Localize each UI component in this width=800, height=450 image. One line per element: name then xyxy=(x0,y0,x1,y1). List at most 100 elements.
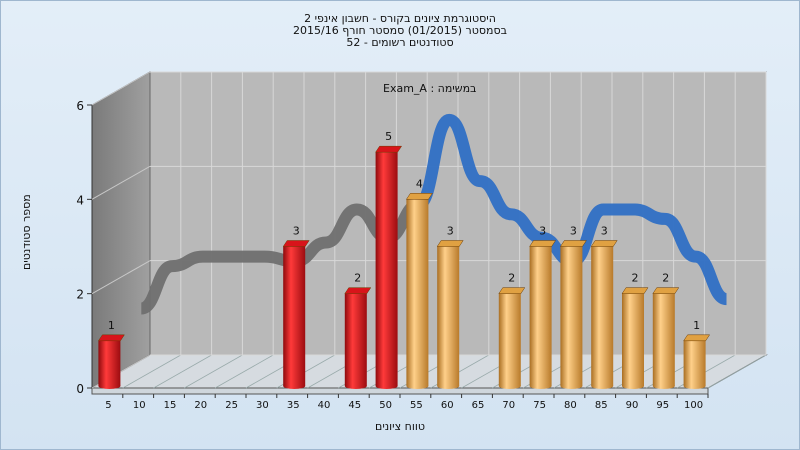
bar-top xyxy=(559,240,587,247)
bar-value-label: 3 xyxy=(570,225,577,238)
bar-top xyxy=(97,334,125,342)
floor-line xyxy=(122,354,181,389)
chart-title-line1: היסטוגרמת ציונים בקורס - חשבון אינפי 2 xyxy=(304,12,496,25)
bar-base xyxy=(498,383,521,389)
bar-top xyxy=(405,193,433,200)
bar-body xyxy=(498,293,521,386)
grid-line-side xyxy=(91,165,151,200)
y-tick-label: 0 xyxy=(76,382,84,396)
x-tick-label: 50 xyxy=(379,400,392,411)
x-tick-label: 90 xyxy=(626,400,639,411)
bar-top xyxy=(436,240,464,247)
x-tick-label: 70 xyxy=(502,400,515,411)
bar-top xyxy=(344,287,372,294)
floor-line xyxy=(215,354,274,389)
bar-value-label: 2 xyxy=(508,272,515,285)
x-tick-label: 25 xyxy=(225,400,238,411)
bar-body xyxy=(529,246,552,386)
x-tick-label: 75 xyxy=(533,400,546,411)
y-tick-label: 6 xyxy=(76,99,84,113)
bar-value-label: 4 xyxy=(416,177,423,190)
x-axis-label: טווח ציונים xyxy=(375,420,425,433)
chart-title-line3: סטודנטים רשומים - 52 xyxy=(346,36,454,49)
bar-base xyxy=(437,383,460,389)
bar-base xyxy=(683,383,706,389)
bar-base xyxy=(591,383,614,389)
x-tick-label: 100 xyxy=(684,400,703,411)
bar xyxy=(652,287,680,389)
bar-base xyxy=(406,383,429,389)
bar-base xyxy=(283,383,306,389)
bar xyxy=(683,334,711,389)
x-tick-label: 85 xyxy=(595,400,608,411)
bar-top xyxy=(529,240,557,247)
bar-base xyxy=(375,383,398,389)
bar-top xyxy=(652,287,680,294)
chart-title-line2: בסמסטר (01/2015) סמסטר חורף 2015/16 xyxy=(293,24,507,37)
bar-base xyxy=(529,383,552,389)
bar xyxy=(97,334,125,389)
bar-body xyxy=(560,246,583,386)
bar xyxy=(405,193,433,389)
y-tick-label: 2 xyxy=(76,288,84,302)
bar-body xyxy=(283,246,306,386)
x-tick-label: 10 xyxy=(133,400,146,411)
y-tick-label: 4 xyxy=(76,193,84,207)
x-tick-label: 60 xyxy=(441,400,454,411)
bar-body xyxy=(591,246,614,386)
bar-value-label: 2 xyxy=(354,272,361,285)
floor-line xyxy=(184,354,243,389)
y-axis-label: מספר סטודנטים xyxy=(20,194,33,270)
bar xyxy=(344,287,372,389)
bar-top xyxy=(683,334,711,342)
floor-line xyxy=(153,354,212,389)
bar-body xyxy=(406,199,429,386)
bar-value-label: 3 xyxy=(601,225,608,238)
x-tick-label: 30 xyxy=(256,400,269,411)
bar-top xyxy=(621,287,649,294)
bar-base xyxy=(622,383,644,389)
x-tick-label: 95 xyxy=(656,400,669,411)
x-tick-label: 45 xyxy=(348,400,361,411)
grid-line-side xyxy=(91,71,151,106)
bar xyxy=(559,240,587,389)
bar-body xyxy=(344,293,367,386)
bar xyxy=(282,240,310,389)
bar-body xyxy=(683,340,706,386)
x-tick-label: 80 xyxy=(564,400,577,411)
x-tick-label: 5 xyxy=(105,400,111,411)
bar-top xyxy=(282,240,310,247)
x-tick-label: 15 xyxy=(164,400,177,411)
chart-subtitle: במשימה : Exam_A xyxy=(383,82,477,95)
bar-body xyxy=(652,293,675,386)
bar-value-label: 2 xyxy=(662,272,669,285)
bar-top xyxy=(498,287,526,294)
value-labels: 1 3 2 5 4 3 2 3 3 3 2 2 1 xyxy=(108,130,700,332)
bar-base xyxy=(652,383,675,389)
x-tick-label: 35 xyxy=(287,400,300,411)
bar-body xyxy=(98,340,121,386)
bar-body xyxy=(622,293,644,386)
floor-line xyxy=(707,354,767,389)
bar-base xyxy=(344,383,367,389)
x-tick-label: 40 xyxy=(318,400,331,411)
bar-value-label: 3 xyxy=(539,225,546,238)
bar-top xyxy=(375,145,403,153)
bar xyxy=(375,145,403,389)
x-tick-label: 65 xyxy=(472,400,485,411)
x-tick-label: 20 xyxy=(194,400,207,411)
bar-body xyxy=(437,246,460,386)
bar xyxy=(529,240,557,389)
bar-top xyxy=(590,240,618,247)
bars-group xyxy=(97,145,711,389)
bar-value-label: 1 xyxy=(693,319,700,332)
trend-line-low xyxy=(139,198,421,315)
bar-value-label: 3 xyxy=(447,225,454,238)
bar xyxy=(436,240,464,389)
bar-value-label: 3 xyxy=(293,225,300,238)
bar-value-label: 5 xyxy=(385,130,392,143)
bar xyxy=(621,287,649,389)
bar-value-label: 1 xyxy=(108,319,115,332)
